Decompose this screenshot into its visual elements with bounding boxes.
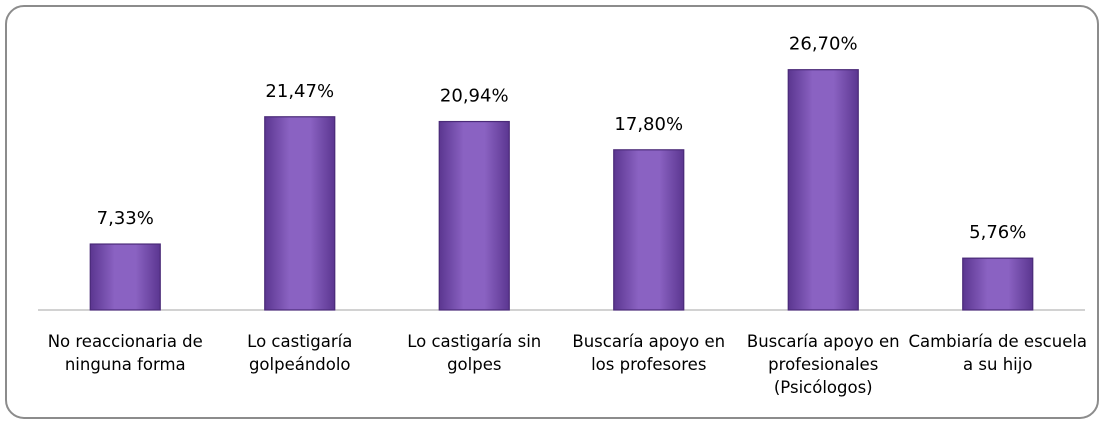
category-label: Lo castigaría sin golpes xyxy=(407,332,542,374)
category-label: Lo castigaría golpeándolo xyxy=(247,332,353,374)
bar xyxy=(264,116,336,311)
bar xyxy=(613,149,685,311)
category-label: Cambiaría de escuela a su hijo xyxy=(908,332,1088,374)
bar xyxy=(89,243,161,311)
bar xyxy=(787,69,859,311)
category-label: Buscaría apoyo en los profesores xyxy=(572,332,726,374)
value-label: 26,70% xyxy=(789,34,858,55)
category-label: Buscaría apoyo en profesionales (Psicólo… xyxy=(746,332,900,397)
value-label: 21,47% xyxy=(265,81,334,102)
bar xyxy=(438,120,510,311)
value-label: 7,33% xyxy=(97,208,154,229)
category-label: No reaccionaria de ninguna forma xyxy=(47,332,203,374)
value-label: 17,80% xyxy=(614,114,683,135)
value-label: 20,94% xyxy=(440,86,509,107)
bar xyxy=(962,257,1034,311)
value-label: 5,76% xyxy=(969,222,1026,243)
